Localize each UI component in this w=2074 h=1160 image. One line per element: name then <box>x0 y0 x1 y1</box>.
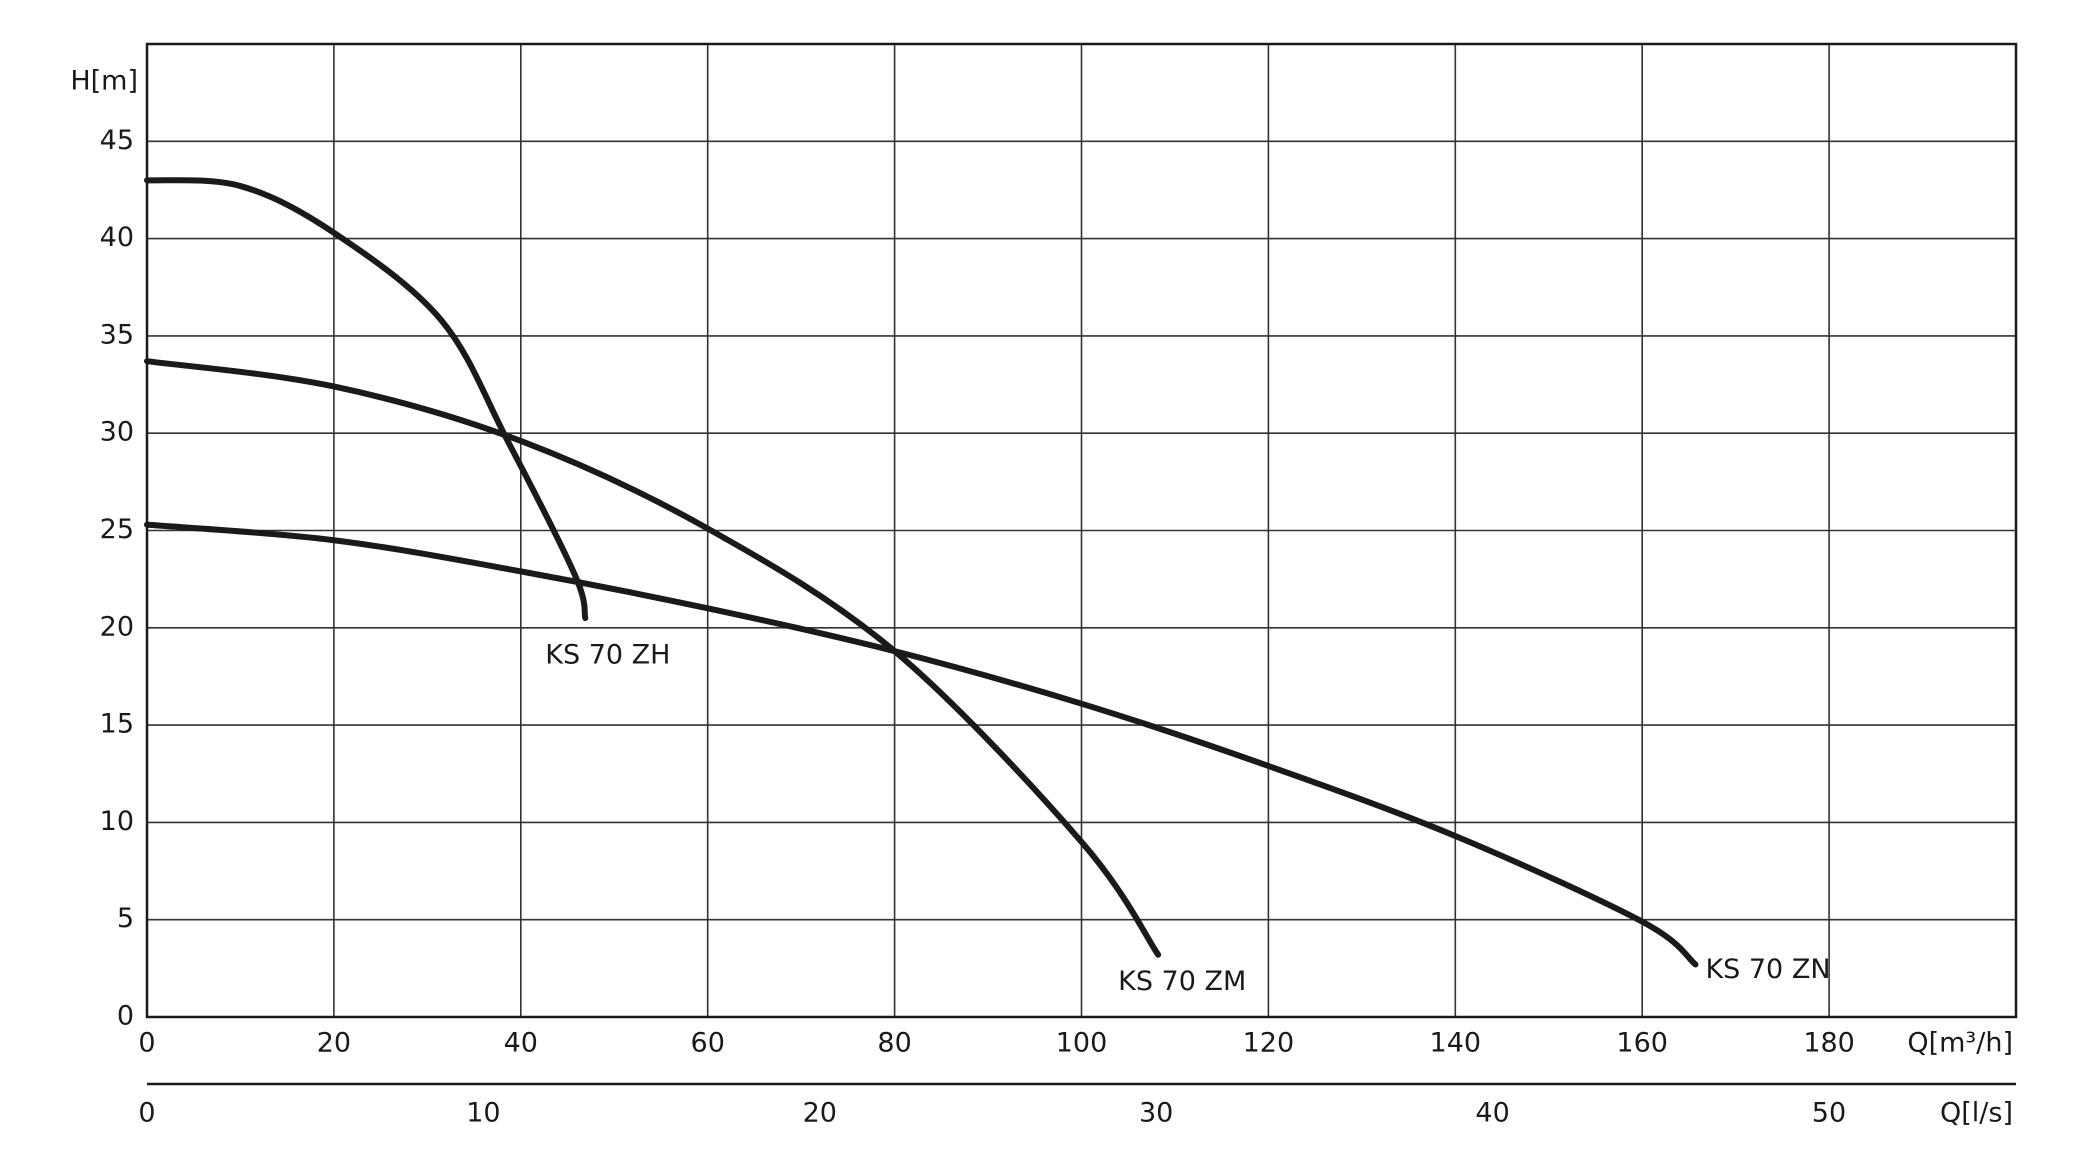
y-tick-label: 5 <box>117 903 134 934</box>
y-tick-label: 35 <box>100 319 134 350</box>
curve-label: KS 70 ZM <box>1118 966 1246 997</box>
x-tick-label: 60 <box>691 1028 725 1059</box>
x-tick-label: 180 <box>1803 1028 1855 1059</box>
curve-label: KS 70 ZH <box>545 640 670 671</box>
x-tick-label: 40 <box>504 1028 538 1059</box>
y-tick-label: 45 <box>100 125 134 156</box>
x-tick-label: 140 <box>1430 1028 1482 1059</box>
y-tick-label: 20 <box>100 611 134 642</box>
x-tick-label: 20 <box>317 1028 351 1059</box>
x2-tick-label: 30 <box>1139 1098 1173 1129</box>
x2-tick-label: 40 <box>1475 1098 1509 1129</box>
y-tick-label: 15 <box>100 709 134 740</box>
y-tick-label: 40 <box>100 222 134 253</box>
y-tick-label: 30 <box>100 417 134 448</box>
x2-axis-title: Q[l/s] <box>1940 1098 2013 1129</box>
y-tick-label: 25 <box>100 514 134 545</box>
x-tick-label: 100 <box>1056 1028 1108 1059</box>
x-axis-title: Q[m³/h] <box>1907 1028 2013 1059</box>
x2-tick-label: 0 <box>138 1098 155 1129</box>
curve <box>144 358 1162 958</box>
plot-frame <box>145 42 2018 1019</box>
x-tick-label: 160 <box>1616 1028 1668 1059</box>
y-tick-label: 0 <box>117 1001 134 1032</box>
y-axis-title: H[m] <box>70 66 138 97</box>
x-tick-label: 0 <box>138 1028 155 1059</box>
x2-tick-label: 20 <box>803 1098 837 1129</box>
x2-tick-label: 50 <box>1812 1098 1846 1129</box>
curve-label: KS 70 ZN <box>1705 954 1830 985</box>
x-tick-label: 120 <box>1243 1028 1295 1059</box>
curve <box>144 177 589 622</box>
y-tick-label: 10 <box>100 806 134 837</box>
x-tick-label: 80 <box>877 1028 911 1059</box>
x2-tick-label: 10 <box>466 1098 500 1129</box>
curve <box>144 521 1699 968</box>
